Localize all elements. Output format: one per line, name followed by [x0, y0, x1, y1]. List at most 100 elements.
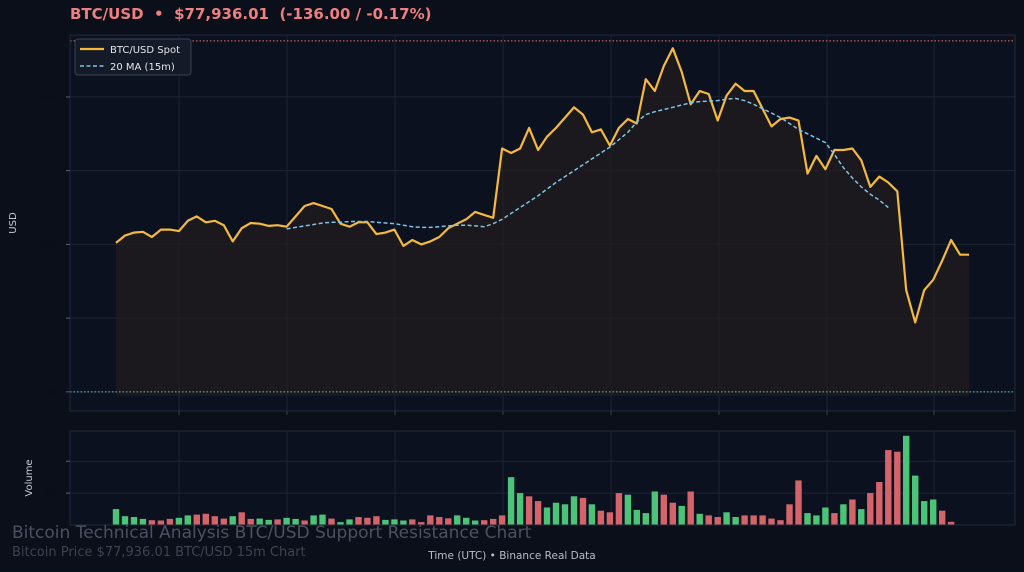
- price-axes: 77000 77500 78000 78500 79000 USD: [8, 34, 1016, 415]
- volume-bar: [678, 505, 685, 525]
- volume-bar: [516, 493, 524, 525]
- volume-bar: [481, 520, 488, 525]
- volume-bar: [355, 517, 362, 525]
- volume-bar: [346, 519, 353, 525]
- volume-bar: [786, 504, 793, 525]
- price-ytick-label: 78000: [31, 240, 63, 251]
- volume-bar: [373, 516, 380, 525]
- volume-bar: [561, 504, 569, 525]
- volume-bar: [876, 482, 883, 525]
- volume-axes: 200 400 Volume: [24, 430, 1016, 526]
- price-change: (-136.00 / -0.17%): [279, 5, 432, 23]
- price-area: [116, 48, 970, 397]
- volume-bar: [867, 493, 874, 525]
- watermark-title: Bitcoin Technical Analysis BTC/USD Suppo…: [12, 523, 532, 543]
- volume-bar: [265, 519, 272, 525]
- legend-label-ma: 20 MA (15m): [110, 62, 175, 73]
- volume-bar: [319, 514, 326, 525]
- volume-bar: [112, 509, 120, 525]
- header-separator: •: [154, 5, 164, 23]
- volume-bar: [804, 513, 811, 525]
- volume-grid: [70, 431, 1015, 525]
- volume-bar: [939, 510, 946, 525]
- price-ytick-label: 77000: [31, 387, 63, 398]
- volume-bar: [490, 518, 497, 525]
- volume-bar: [849, 499, 856, 525]
- legend-label-spot: BTC/USD Spot: [110, 45, 180, 56]
- x-axis-caption: Time (UTC) • Binance Real Data: [0, 550, 1024, 562]
- volume-bar: [337, 522, 344, 525]
- volume-bar: [292, 518, 299, 525]
- volume-bar: [894, 451, 901, 525]
- volume-bar: [184, 515, 191, 525]
- volume-bar: [409, 519, 416, 525]
- volume-bar: [930, 499, 937, 525]
- volume-bar: [139, 518, 147, 525]
- caption-separator: •: [489, 550, 496, 562]
- price-lines: [115, 47, 970, 324]
- volume-bar: [472, 520, 479, 525]
- price-y-axis-label: USD: [8, 212, 19, 234]
- volume-bar: [436, 517, 443, 525]
- volume-bar: [741, 515, 748, 525]
- volume-bar: [624, 494, 632, 525]
- volume-bar: [310, 515, 317, 525]
- price-ytick-label: 77500: [31, 314, 63, 325]
- volume-bar: [427, 515, 434, 525]
- volume-bar: [795, 480, 802, 525]
- volume-bar: [193, 514, 200, 525]
- volume-bar: [552, 502, 560, 525]
- volume-bar: [364, 517, 371, 525]
- price-ytick-label: 79000: [31, 92, 63, 103]
- volume-bar: [175, 517, 183, 525]
- volume-bar: [121, 516, 129, 525]
- volume-bar: [885, 450, 892, 525]
- price-ytick-label: 78500: [31, 166, 63, 177]
- volume-bar: [903, 435, 910, 525]
- volume-bar: [238, 512, 245, 525]
- price-plot-frame: [69, 34, 1016, 412]
- volume-plot-background: [70, 431, 1015, 525]
- watermark-subtitle: Bitcoin Price $77,936.01 BTC/USD 15m Cha…: [12, 545, 306, 560]
- volume-bar: [840, 504, 847, 525]
- volume-bar: [202, 513, 209, 525]
- volume-bar: [768, 518, 775, 525]
- spot-price-line: [115, 47, 970, 324]
- volume-bar: [256, 518, 263, 525]
- volume-bar: [400, 520, 407, 525]
- volume-bar: [732, 517, 739, 525]
- volume-bar: [247, 518, 254, 525]
- price-area-fill: [116, 48, 970, 397]
- legend: BTC/USD Spot 20 MA (15m): [74, 38, 192, 76]
- volume-bar: [391, 519, 398, 525]
- price-header: BTC/USD • $77,936.01 (-136.00 / -0.17%): [70, 5, 431, 23]
- volume-bar: [274, 519, 281, 525]
- volume-bar: [463, 517, 470, 525]
- volume-bar: [579, 497, 587, 525]
- volume-bar: [570, 496, 578, 525]
- volume-bar: [382, 519, 389, 525]
- volume-bar: [822, 507, 829, 525]
- volume-bar: [669, 502, 676, 525]
- volume-bar: [498, 515, 506, 525]
- volume-bar: [543, 507, 551, 525]
- volume-bar: [831, 513, 838, 525]
- volume-bar: [723, 512, 730, 525]
- volume-bar: [418, 522, 425, 525]
- volume-bar: [130, 517, 138, 525]
- volume-bar: [283, 517, 290, 525]
- volume-bar: [777, 520, 784, 525]
- volume-bar: [633, 509, 640, 525]
- volume-bar: [525, 496, 533, 525]
- pair-label: BTC/USD: [70, 5, 144, 23]
- volume-bar: [166, 518, 174, 525]
- volume-bar: [705, 515, 712, 525]
- volume-bar: [912, 475, 919, 525]
- volume-bar: [651, 491, 658, 525]
- volume-ytick-label: 400: [44, 457, 63, 468]
- ma-line: [286, 97, 889, 230]
- volume-bar: [229, 516, 236, 525]
- volume-bar: [454, 515, 461, 525]
